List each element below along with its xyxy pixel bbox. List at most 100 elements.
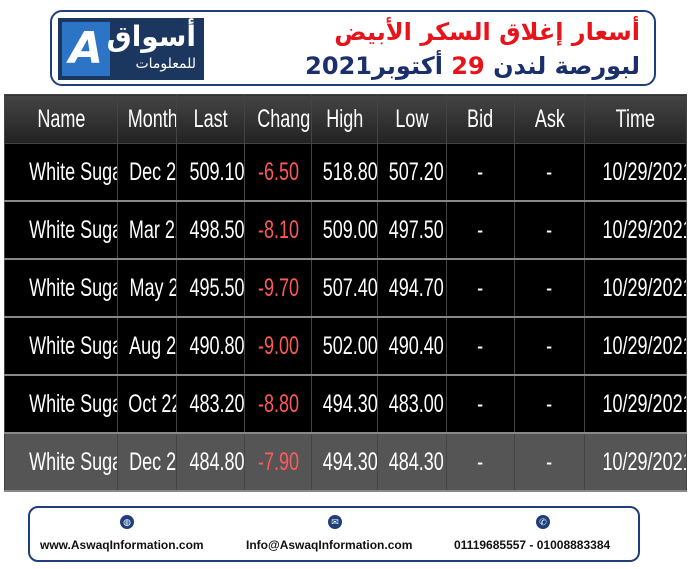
- phone-icon: ✆: [536, 515, 550, 529]
- cell-text: Name: [36, 104, 86, 133]
- cell: White Sugar #5: [4, 316, 118, 376]
- cell-text: 494.30: [322, 447, 378, 476]
- row: White Sugar #5 Aug 22 490.80s -9.00 502.00 49…: [4, 316, 687, 376]
- cell: -8.80: [244, 374, 312, 434]
- cell-text: Last: [193, 104, 228, 133]
- cell-text: 483.00: [388, 389, 444, 418]
- cell: 509.00: [311, 200, 378, 260]
- cell: White Sugar #5: [4, 200, 118, 260]
- cell: -: [514, 143, 585, 202]
- cell-text: Mar 22: [128, 215, 176, 244]
- cell-text: 497.50: [388, 215, 444, 244]
- cell: 507.20: [377, 143, 447, 202]
- cell-text: 10/29/2021: [602, 389, 687, 418]
- logo-name: أسواق: [106, 20, 196, 53]
- column-header: Low: [377, 94, 447, 144]
- cell-text: White Sugar #5: [29, 389, 116, 418]
- cell-text: White Sugar #5: [29, 157, 116, 186]
- cell: 484.80s: [176, 432, 245, 492]
- cell: White Sugar #5: [4, 432, 118, 492]
- cell-text: 509.10s: [189, 157, 245, 186]
- cell: -8.10: [244, 200, 312, 260]
- cell-text: -8.80: [257, 389, 299, 418]
- cell: -: [514, 432, 585, 492]
- cell: White Sugar #5: [4, 374, 118, 434]
- cell: 483.00: [377, 374, 447, 434]
- cell: 10/29/2021: [584, 258, 687, 318]
- cell: -: [514, 200, 585, 260]
- column-header: Month: [117, 94, 177, 144]
- column-header: Change: [244, 94, 312, 144]
- cell: Oct 22: [117, 374, 177, 434]
- cell: -: [514, 374, 585, 434]
- phones: 01119685557 - 01008883384: [454, 538, 611, 552]
- cell-text: -: [477, 157, 484, 186]
- cell: -: [514, 258, 585, 318]
- cell: -: [446, 258, 515, 318]
- cell-text: -: [546, 157, 553, 186]
- column-header: Time: [584, 94, 687, 144]
- logo: A أسواق للمعلومات: [58, 18, 204, 80]
- row: White Sugar #5 Mar 22 498.50s -8.10 509.00 49…: [4, 200, 687, 260]
- cell: Dec 22: [117, 432, 177, 492]
- cell-text: 498.50s: [189, 215, 245, 244]
- cell-text: -: [546, 273, 553, 302]
- cell: 10/29/2021: [584, 432, 687, 492]
- cell-text: 10/29/2021: [602, 447, 687, 476]
- price-table: Name Month Last Change High Low Bid Ask Time Whi…: [4, 94, 687, 492]
- cell-text: 10/29/2021: [602, 331, 687, 360]
- mail-icon: ✉: [328, 515, 342, 529]
- column-header: Ask: [514, 94, 585, 144]
- cell-text: Low: [395, 104, 429, 133]
- cell: -: [446, 316, 515, 376]
- cell-text: -: [477, 447, 484, 476]
- subtitle-part: أكتوبر2021: [305, 52, 443, 80]
- cell-text: 507.40: [322, 273, 378, 302]
- row: White Sugar #5 May 22 495.50s -9.70 507.40 49…: [4, 258, 687, 318]
- cell-text: -6.50: [257, 157, 299, 186]
- cell-text: Oct 22: [128, 389, 177, 418]
- cell: 484.30: [377, 432, 447, 492]
- logo-sub: للمعلومات: [135, 56, 196, 72]
- cell-text: 483.20s: [189, 389, 245, 418]
- cell-text: 507.20: [388, 157, 444, 186]
- cell: 494.70: [377, 258, 447, 318]
- cell: -: [446, 432, 515, 492]
- cell: Dec 21: [117, 143, 177, 202]
- cell: 490.40: [377, 316, 447, 376]
- cell: 518.80: [311, 143, 378, 202]
- cell-text: -: [477, 273, 484, 302]
- cell-text: 518.80: [322, 157, 378, 186]
- cell-text: Bid: [467, 104, 494, 133]
- cell-text: 484.80s: [189, 447, 245, 476]
- cell-text: 484.30: [388, 447, 444, 476]
- cell: 10/29/2021: [584, 143, 687, 202]
- cell: -9.70: [244, 258, 312, 318]
- cell: -: [446, 143, 515, 202]
- cell-text: -: [477, 389, 484, 418]
- cell-text: Change: [257, 104, 311, 133]
- cell-text: White Sugar #5: [29, 273, 116, 302]
- cell-text: 10/29/2021: [602, 215, 687, 244]
- header: A أسواق للمعلومات أسعار إغلاق السكر الأب…: [50, 10, 656, 86]
- cell-text: High: [325, 104, 364, 133]
- row: White Sugar #5 Oct 22 483.20s -8.80 494.30 48…: [4, 374, 687, 434]
- cell: Aug 22: [117, 316, 177, 376]
- cell: -: [514, 316, 585, 376]
- cell: 483.20s: [176, 374, 245, 434]
- cell-text: Month: [127, 104, 177, 133]
- cell: 494.30: [311, 432, 378, 492]
- cell-text: -: [546, 215, 553, 244]
- column-header: Last: [176, 94, 245, 144]
- cell-text: 494.30: [322, 389, 378, 418]
- column-header: Name: [4, 94, 118, 144]
- cell-text: 502.00: [322, 331, 378, 360]
- subtitle-part: لبورصة لندن: [493, 52, 640, 80]
- row: White Sugar #5 Dec 22 484.80s -7.90 494.30 48…: [4, 432, 687, 492]
- cell-text: -9.00: [257, 331, 299, 360]
- subtitle: لبورصة لندن 29 أكتوبر2021: [305, 52, 640, 80]
- cell-text: Time: [615, 104, 656, 133]
- email: Info@AswaqInformation.com: [246, 538, 413, 552]
- cell-text: White Sugar #5: [29, 331, 116, 360]
